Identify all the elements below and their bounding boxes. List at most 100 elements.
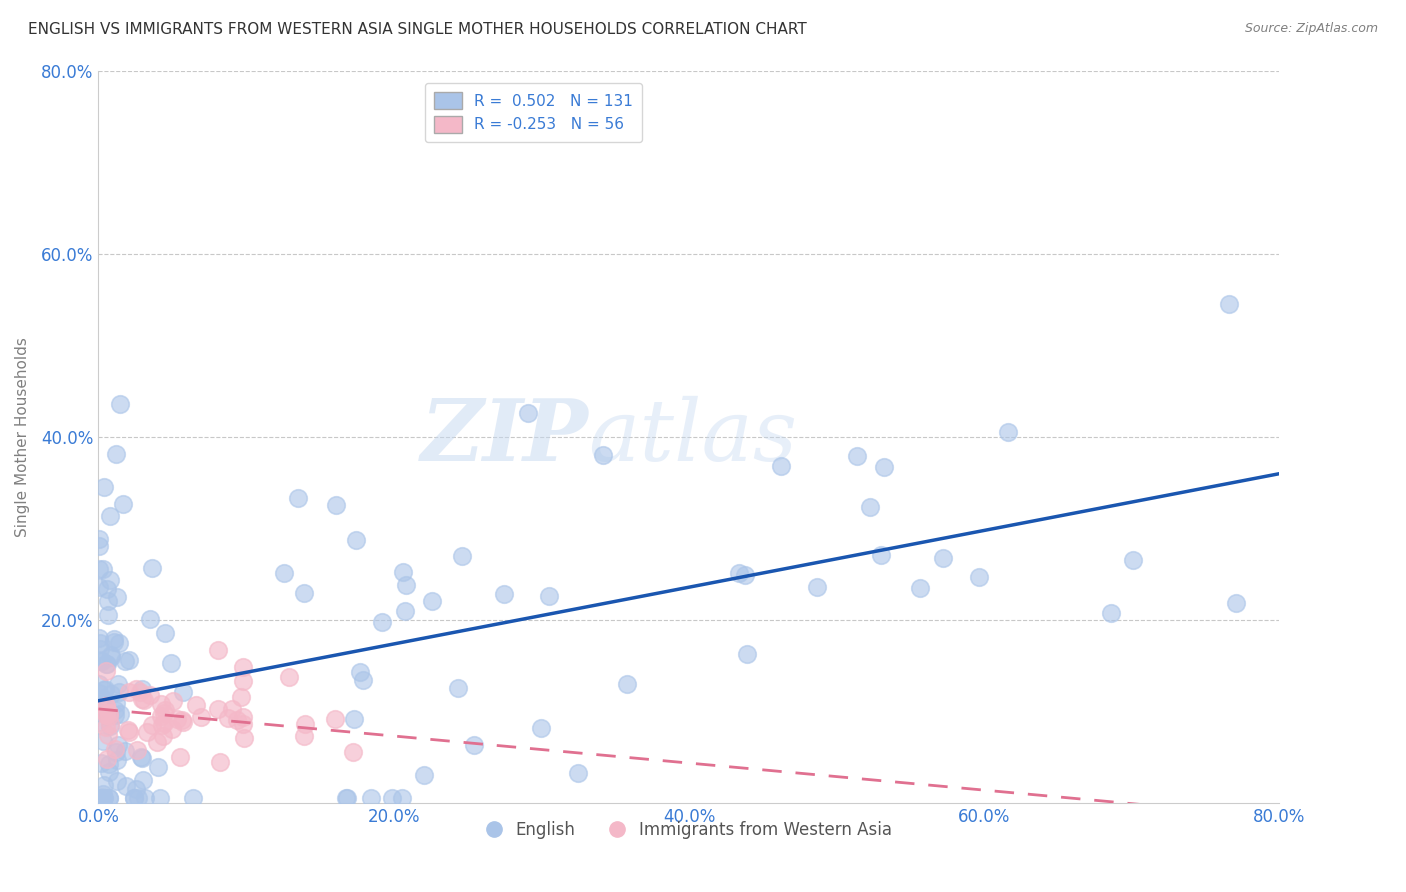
- Point: [98, 791, 121, 805]
- Point: [89, 791, 111, 805]
- Point: [169, 749, 191, 764]
- Point: [112, 497, 135, 511]
- Point: [89, 641, 111, 656]
- Point: [735, 647, 758, 661]
- Point: [100, 648, 122, 663]
- Point: [104, 447, 127, 461]
- Point: [141, 717, 163, 731]
- Point: [93, 683, 115, 698]
- Point: [132, 692, 155, 706]
- Point: [451, 549, 474, 563]
- Point: [114, 744, 136, 758]
- Point: [162, 723, 184, 737]
- Point: [97, 607, 120, 622]
- Point: [233, 731, 256, 746]
- Point: [98, 764, 121, 779]
- Point: [908, 582, 931, 596]
- Point: [104, 696, 127, 710]
- Point: [125, 781, 148, 796]
- Point: [155, 703, 177, 717]
- Point: [107, 738, 129, 752]
- Point: [183, 791, 205, 805]
- Point: [134, 791, 156, 805]
- Point: [381, 791, 404, 805]
- Point: [104, 703, 127, 717]
- Point: [108, 707, 131, 722]
- Point: [492, 587, 515, 601]
- Point: [105, 590, 128, 604]
- Point: [1122, 553, 1144, 567]
- Point: [207, 702, 229, 716]
- Point: [209, 755, 232, 769]
- Point: [166, 712, 188, 726]
- Point: [91, 561, 114, 575]
- Point: [335, 791, 357, 805]
- Point: [118, 685, 141, 699]
- Point: [294, 586, 316, 600]
- Point: [287, 491, 309, 505]
- Point: [229, 690, 252, 705]
- Point: [232, 717, 254, 731]
- Point: [89, 636, 111, 650]
- Point: [131, 692, 153, 706]
- Point: [118, 725, 141, 739]
- Point: [420, 594, 443, 608]
- Point: [728, 566, 751, 580]
- Point: [129, 750, 152, 764]
- Point: [104, 708, 127, 723]
- Point: [232, 659, 254, 673]
- Point: [172, 684, 194, 698]
- Point: [162, 694, 184, 708]
- Point: [1101, 607, 1123, 621]
- Point: [108, 684, 131, 698]
- Point: [567, 765, 589, 780]
- Point: [87, 632, 110, 646]
- Point: [98, 573, 121, 587]
- Point: [207, 642, 229, 657]
- Point: [870, 549, 893, 563]
- Point: [145, 734, 167, 748]
- Point: [391, 565, 413, 579]
- Point: [91, 734, 114, 748]
- Point: [349, 665, 371, 679]
- Point: [97, 593, 120, 607]
- Point: [90, 756, 112, 770]
- Point: [394, 604, 416, 618]
- Point: [221, 702, 243, 716]
- Point: [96, 752, 118, 766]
- Point: [395, 578, 418, 592]
- Point: [153, 626, 176, 640]
- Point: [105, 773, 128, 788]
- Point: [1225, 596, 1247, 610]
- Point: [141, 561, 163, 575]
- Point: [87, 562, 110, 576]
- Point: [87, 539, 110, 553]
- Point: [734, 567, 756, 582]
- Point: [87, 533, 110, 547]
- Point: [128, 685, 150, 699]
- Point: [159, 656, 181, 670]
- Point: [87, 705, 110, 719]
- Point: [91, 787, 114, 801]
- Point: [1218, 297, 1240, 311]
- Point: [89, 654, 111, 668]
- Point: [94, 720, 117, 734]
- Point: [769, 459, 792, 474]
- Point: [89, 714, 111, 729]
- Point: [105, 746, 128, 760]
- Point: [344, 533, 367, 547]
- Point: [343, 712, 366, 726]
- Point: [463, 738, 485, 752]
- Point: [294, 716, 316, 731]
- Point: [91, 791, 114, 805]
- Point: [859, 500, 882, 514]
- Point: [131, 682, 153, 697]
- Point: [98, 757, 121, 772]
- Point: [100, 650, 122, 665]
- Point: [87, 791, 110, 805]
- Point: [94, 706, 117, 721]
- Point: [97, 791, 120, 805]
- Point: [447, 681, 470, 696]
- Point: [538, 589, 561, 603]
- Point: [616, 676, 638, 690]
